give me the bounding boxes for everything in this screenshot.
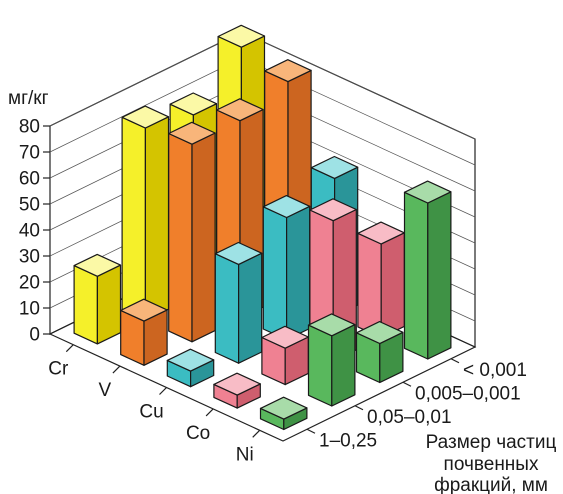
y-tick-label: 30 — [19, 247, 40, 268]
depth-tick-label: 0,005–0,001 — [415, 383, 521, 404]
bar-top-face — [217, 24, 266, 48]
bar-side-face — [331, 324, 356, 407]
bar-ni-0 — [259, 396, 308, 431]
depth-axis-label-line-3: фракций, мм — [434, 475, 548, 494]
x-tick-label: Cu — [139, 402, 163, 423]
y-tick-label: 80 — [19, 117, 40, 138]
bar-cu-0 — [166, 348, 215, 388]
bar-v-1 — [168, 121, 216, 343]
bar-ni-3 — [403, 180, 452, 360]
bar-front-face — [403, 191, 429, 360]
x-tick-label: Ni — [236, 444, 254, 465]
y-tick-label: 40 — [19, 221, 40, 242]
bar-top-face — [166, 348, 215, 372]
depth-tick — [306, 428, 316, 434]
chart-labels: мг/кг Размер частиц почвенных фракций, м… — [8, 88, 556, 494]
bar-top-face — [403, 180, 452, 204]
chart-bars — [73, 24, 452, 431]
y-tick-label: 20 — [19, 273, 40, 294]
bar-side-face — [380, 232, 405, 339]
bar-top-face — [310, 155, 359, 179]
y-tick-label: 50 — [19, 195, 40, 216]
bar-top-face — [121, 105, 170, 129]
bar-side-face — [427, 191, 452, 360]
bar-front-face — [73, 265, 99, 345]
bar-cu-1 — [214, 241, 263, 364]
y-tick-label: 60 — [19, 169, 40, 190]
bar-top-face — [169, 92, 218, 116]
bar-front-face — [121, 116, 146, 321]
bar-ni-2 — [355, 321, 404, 384]
x-tick — [252, 429, 261, 438]
x-tick — [159, 387, 167, 395]
bar-side-face — [144, 116, 170, 321]
bar-front-face — [214, 253, 240, 364]
depth-tick-label: 1–0,25 — [319, 430, 377, 451]
bar-co-1 — [261, 325, 309, 386]
depth-axis-label-line-2: почвенных — [444, 454, 539, 475]
bar-co-3 — [357, 221, 405, 339]
bar-top-face — [213, 372, 261, 396]
x-tick-label: Cr — [48, 359, 69, 380]
bar-cu-2 — [262, 195, 311, 341]
bar-side-face — [191, 132, 216, 343]
bar-side-face — [238, 252, 263, 364]
depth-tick — [450, 358, 460, 364]
x-tick-label: V — [99, 380, 112, 401]
bar-front-face — [307, 324, 333, 407]
bar-top-face — [262, 195, 311, 219]
depth-tick — [354, 405, 364, 411]
bar-side-face — [286, 205, 311, 341]
bar-top-face — [259, 396, 308, 420]
bar-top-face — [264, 59, 312, 83]
depth-tick-label: 0,05–0,01 — [367, 407, 452, 428]
bar-top-face — [309, 198, 357, 222]
y-axis-label: мг/кг — [8, 88, 49, 109]
bar-cr-1 — [121, 105, 170, 321]
bar-ni-1 — [307, 313, 356, 407]
bar-front-face — [168, 132, 193, 343]
x-tick-label: Co — [186, 423, 210, 444]
bar-top-face — [307, 313, 356, 337]
y-tick-label: 0 — [29, 325, 40, 346]
depth-tick — [402, 381, 412, 387]
y-tick-label: 10 — [19, 299, 40, 320]
bar-front-face — [262, 206, 288, 341]
bar-top-face — [214, 241, 263, 265]
chart-axes — [43, 125, 460, 438]
bar-top-face — [355, 321, 404, 345]
x-tick — [65, 344, 74, 353]
x-tick — [205, 408, 214, 417]
x-tick — [112, 365, 121, 374]
bar-top-face — [120, 298, 168, 322]
bar-co-0 — [213, 372, 261, 409]
bar-v-0 — [120, 298, 168, 366]
bar-side-face — [96, 264, 122, 345]
bar-top-face — [216, 98, 264, 122]
bar-top-face — [168, 121, 216, 145]
bar-cr-0 — [73, 253, 122, 345]
bar-top-face — [73, 253, 122, 277]
y-tick-label: 70 — [19, 143, 40, 164]
depth-tick-label: < 0,001 — [463, 360, 527, 381]
depth-axis-label-line-1: Размер частиц — [426, 432, 557, 453]
